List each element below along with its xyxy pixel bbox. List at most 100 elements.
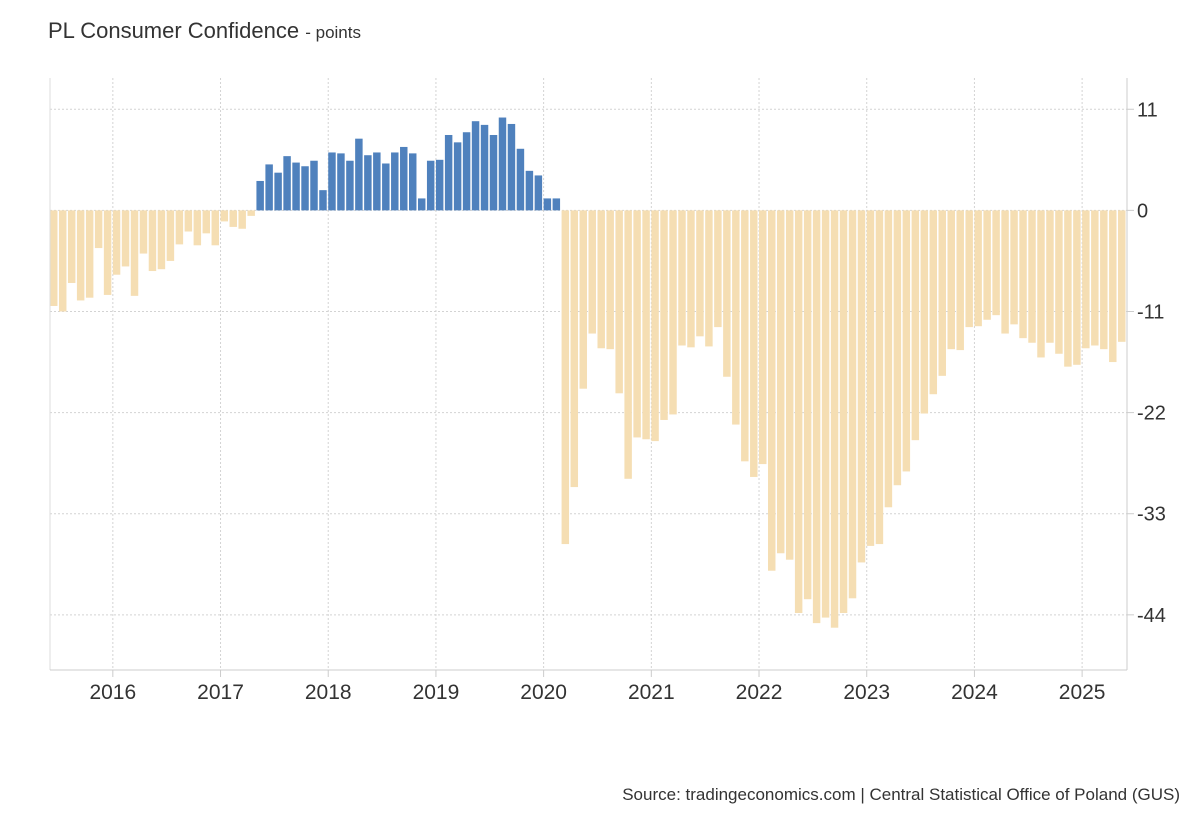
- bar-2022-04: [785, 210, 794, 560]
- bar-2016-02: [121, 210, 130, 267]
- bar-2025-05: [1118, 210, 1126, 342]
- bar-2019-05: [471, 121, 480, 211]
- bar-2019-11: [525, 170, 534, 211]
- bar-2023-11: [956, 210, 964, 351]
- bar-2021-01: [651, 210, 659, 442]
- bar-2018-09: [400, 146, 408, 211]
- bar-2020-06: [588, 210, 596, 334]
- bar-2025-03: [1100, 210, 1108, 350]
- y-tick-label: -44: [1137, 605, 1166, 627]
- x-tick-label: 2024: [951, 681, 998, 704]
- bar-2020-04: [570, 210, 579, 488]
- bar-2017-11: [310, 160, 318, 211]
- bar-2016-09: [184, 210, 193, 232]
- bar-2016-05: [148, 210, 157, 272]
- bar-2016-07: [166, 210, 175, 261]
- bar-2023-01: [866, 210, 875, 546]
- x-tick-label: 2016: [89, 681, 136, 704]
- bar-2018-06: [373, 152, 381, 211]
- bar-2022-06: [803, 210, 812, 600]
- bar-2022-02: [768, 210, 776, 571]
- bar-2020-12: [642, 210, 650, 440]
- bar-2016-06: [157, 210, 166, 270]
- bar-2019-12: [534, 175, 543, 211]
- bar-2020-08: [606, 210, 614, 350]
- bar-2018-11: [417, 198, 426, 211]
- bar-2023-12: [965, 210, 973, 328]
- x-tick-label: 2019: [413, 681, 460, 704]
- bar-2019-10: [516, 148, 525, 211]
- bar-2020-05: [579, 210, 587, 389]
- bar-2025-02: [1091, 210, 1099, 346]
- bar-chart: 11 0 -11 -22 -33 -44 2016 2017 2018 2019 2020 2021 2…: [49, 78, 1166, 704]
- bar-2020-07: [597, 210, 605, 349]
- bar-2021-05: [687, 210, 695, 348]
- bar-2021-09: [723, 210, 731, 377]
- y-tick-label: 11: [1137, 99, 1158, 121]
- bar-2022-07: [812, 210, 821, 624]
- bar-2023-09: [938, 210, 946, 376]
- bar-2022-01: [759, 210, 767, 465]
- bar-2019-02: [444, 134, 453, 211]
- chart-title-text: PL Consumer Confidence: [48, 18, 300, 43]
- bar-2018-03: [346, 160, 354, 211]
- bar-2022-05: [794, 210, 803, 613]
- bar-2020-03: [561, 210, 570, 545]
- bar-2021-10: [732, 210, 740, 425]
- bar-2024-11: [1064, 210, 1072, 367]
- bar-2017-07: [274, 172, 282, 211]
- bar-2017-12: [319, 190, 327, 211]
- bar-2018-05: [364, 155, 372, 211]
- bar-2018-10: [409, 153, 417, 211]
- bar-2020-09: [615, 210, 623, 394]
- bar-2018-04: [355, 138, 363, 211]
- bar-2024-07: [1028, 210, 1036, 343]
- bar-2023-06: [911, 210, 920, 441]
- chart-title: PL Consumer Confidence - points: [48, 18, 361, 44]
- bar-2018-07: [382, 163, 390, 211]
- bar-2024-10: [1055, 210, 1063, 354]
- y-tick-label: -33: [1137, 504, 1166, 526]
- bar-2016-11: [202, 210, 211, 234]
- bar-2020-10: [624, 210, 632, 479]
- bar-2017-10: [301, 166, 309, 211]
- bar-2015-10: [85, 210, 94, 298]
- bar-2024-06: [1019, 210, 1027, 339]
- bar-2019-06: [480, 124, 489, 211]
- chart-grid: [50, 78, 1127, 670]
- y-tick-label: 0: [1137, 200, 1148, 222]
- bar-2023-08: [929, 210, 938, 395]
- bar-2024-08: [1037, 210, 1045, 358]
- bar-2023-02: [875, 210, 884, 545]
- chart-bars: [50, 117, 1126, 628]
- bar-2021-12: [750, 210, 758, 477]
- bar-2024-12: [1073, 210, 1081, 365]
- x-tick-label: 2022: [736, 681, 783, 704]
- bar-2017-09: [292, 162, 300, 211]
- bar-2018-12: [426, 160, 435, 211]
- bar-2015-07: [58, 210, 67, 312]
- bar-2019-07: [489, 134, 498, 211]
- bar-2025-01: [1082, 210, 1090, 349]
- bar-2019-08: [498, 117, 507, 211]
- bar-2018-02: [337, 153, 345, 211]
- y-tick-label: -11: [1137, 301, 1164, 323]
- bar-2015-11: [94, 210, 103, 249]
- bar-2016-01: [112, 210, 121, 275]
- bar-2016-12: [211, 210, 220, 246]
- bar-2024-09: [1046, 210, 1054, 343]
- chart-subtitle: - points: [305, 23, 361, 42]
- bar-2017-05: [256, 180, 264, 211]
- bar-2024-01: [974, 210, 982, 327]
- bar-2016-03: [130, 210, 139, 296]
- bar-2018-08: [391, 152, 399, 211]
- bar-2017-02: [229, 210, 237, 227]
- x-tick-label: 2018: [305, 681, 352, 704]
- x-tick-label: 2017: [197, 681, 244, 704]
- y-tick-label: -22: [1137, 403, 1166, 425]
- chart-tick-labels: 11 0 -11 -22 -33 -44 2016 2017 2018 2019 2020 2021 2…: [89, 99, 1165, 704]
- bar-2016-08: [175, 210, 184, 245]
- x-tick-label: 2023: [843, 681, 890, 704]
- bar-2022-09: [830, 210, 839, 628]
- bar-2015-12: [103, 210, 112, 295]
